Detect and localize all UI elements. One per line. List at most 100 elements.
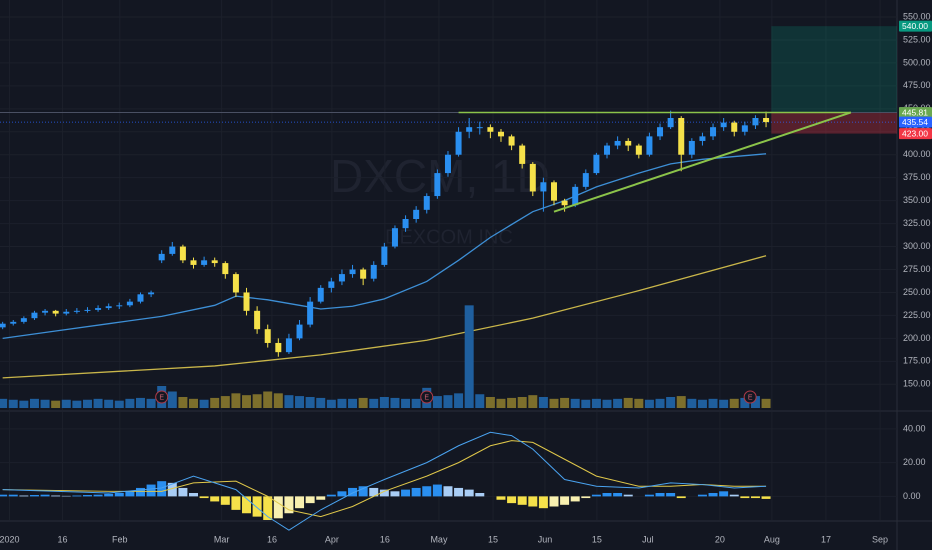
candle-body [635, 145, 642, 155]
candle-body [699, 136, 706, 141]
macd-hist-bar [348, 487, 358, 497]
volume-bar [454, 393, 464, 408]
volume-bar [719, 399, 729, 408]
volume-bar [560, 397, 570, 408]
macd-hist-bar [517, 496, 527, 505]
price-tag-label: 540.00 [902, 21, 928, 31]
y-tick-label: 300.00 [903, 241, 931, 251]
watermark-sub: DEXCOM INC [385, 226, 513, 248]
candle-body [710, 127, 717, 137]
volume-bar [0, 398, 8, 408]
volume-bar [570, 398, 580, 408]
volume-bar [750, 396, 760, 408]
volume-bar [93, 398, 103, 408]
candle-body [254, 310, 261, 330]
macd-hist-bar [560, 496, 570, 505]
volume-bar [263, 391, 273, 408]
candle-body [476, 127, 483, 129]
price-tag-label: 435.54 [902, 117, 928, 127]
volume-bar [623, 397, 633, 408]
macd-hist-bar [305, 496, 315, 504]
macd-hist-bar [189, 493, 199, 497]
earnings-label: E [748, 394, 753, 401]
volume-bar [411, 398, 421, 408]
candle-body [402, 219, 409, 229]
volume-bar [581, 399, 591, 408]
position-target [771, 26, 897, 113]
volume-bar [655, 398, 665, 408]
volume-bar [104, 399, 114, 408]
candle-body [307, 301, 314, 325]
macd-hist-bar [284, 496, 294, 514]
macd-hist-bar [61, 495, 71, 497]
x-tick-label: Feb [112, 534, 128, 544]
candle-body [179, 246, 186, 261]
volume-bar [189, 398, 199, 408]
candle-body [561, 200, 568, 206]
candle-body [497, 131, 504, 137]
candle-body [434, 173, 441, 197]
volume-bar [390, 397, 400, 408]
volume-bar [252, 394, 262, 408]
macd-hist-bar [379, 489, 389, 497]
y-tick-label: 250.00 [903, 287, 931, 297]
macd-hist-bar [740, 496, 750, 499]
candle-body [444, 154, 451, 174]
volume-bar [295, 396, 305, 408]
x-tick-label: 15 [488, 534, 498, 544]
signal-line [2, 440, 767, 518]
volume-bar [475, 394, 485, 408]
macd-hist-bar [432, 484, 442, 497]
candle-body [731, 122, 738, 132]
y-tick-label: 375.00 [903, 172, 931, 182]
candle-body [370, 264, 377, 279]
macd-hist-bar [167, 482, 177, 497]
candle-body [582, 173, 589, 187]
volume-bar [51, 400, 61, 408]
x-tick-label: 2020 [0, 534, 20, 544]
macd-hist-bar [390, 491, 400, 497]
candle-body [84, 309, 91, 311]
candle-body [614, 140, 621, 146]
volume-bar [326, 399, 336, 408]
volume-bar [146, 398, 156, 408]
volume-bar [708, 398, 718, 408]
candle-body [572, 186, 579, 206]
candle-body [338, 274, 345, 282]
volume-bar [401, 398, 411, 408]
volume-bar [125, 398, 135, 408]
macd-hist-bar [401, 489, 411, 497]
candle-body [137, 294, 144, 302]
volume-bar [178, 397, 188, 408]
trendline [553, 111, 852, 213]
macd-hist-bar [316, 496, 326, 500]
candle-body [63, 311, 70, 314]
candle-body [148, 292, 155, 295]
candle-body [763, 117, 770, 123]
candle-body [413, 209, 420, 220]
candle-body [169, 246, 176, 254]
macd-hist-bar [40, 494, 50, 497]
volume-bar [348, 398, 358, 408]
macd-hist-bar [729, 494, 739, 497]
candle-body [487, 127, 494, 132]
macd-hist-bar [125, 491, 135, 497]
macd-hist-bar [507, 496, 517, 504]
candle-body [105, 306, 112, 309]
macd-hist-bar [602, 493, 612, 497]
volume-bar [29, 398, 39, 408]
macd-hist-bar [644, 494, 654, 497]
volume-bar [8, 399, 18, 408]
macd-hist-bar [337, 491, 347, 497]
macd-hist-bar [655, 493, 665, 497]
volume-bar [549, 398, 559, 408]
volume-bar [644, 399, 654, 408]
candle-body [31, 312, 38, 319]
macd-hist-bar [464, 489, 474, 497]
volume-bar [40, 399, 50, 408]
candle-body [42, 310, 49, 313]
candle-body [264, 329, 271, 343]
candle-body [455, 131, 462, 155]
candle-body [10, 321, 17, 324]
